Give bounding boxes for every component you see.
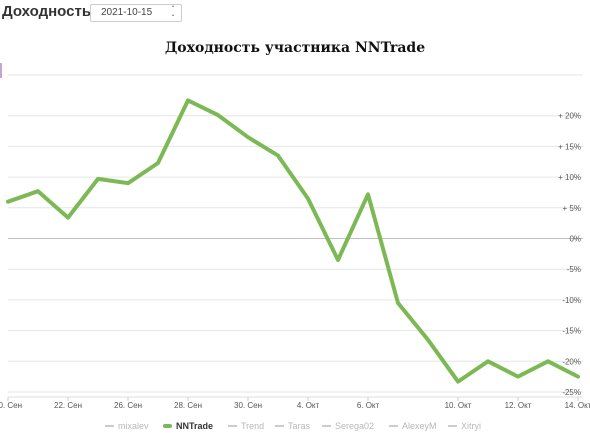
y-tick-label: + 15% — [558, 142, 581, 151]
stepper-down-icon[interactable]: ⌄ — [170, 12, 176, 18]
y-tick-label: + 10% — [558, 173, 581, 182]
y-tick-label: + 20% — [558, 112, 581, 121]
series-line-nntrade — [6, 98, 580, 384]
date-stepper[interactable]: ⌃ ⌄ — [170, 6, 176, 20]
date-value: 2021-10-15 — [101, 7, 153, 18]
legend-item-taras[interactable]: Taras — [275, 420, 310, 432]
legend-label: mixalev — [118, 421, 149, 431]
x-tick-label: 28. Сен — [174, 401, 202, 410]
x-tick-label: 30. Сен — [234, 401, 262, 410]
line-chart: + 20% + 15% + 10% + 5% 0% -5% -10% -15% -20% -25%… — [0, 74, 590, 410]
legend-item-mixalev[interactable]: mixalev — [105, 420, 149, 432]
legend-label: Serega02 — [335, 421, 375, 431]
y-tick-label: -15% — [562, 327, 581, 336]
legend-label: Trend — [241, 421, 265, 431]
legend-item-trend[interactable]: Trend — [228, 420, 264, 432]
legend-item-serega02[interactable]: Serega02 — [322, 420, 374, 432]
y-tick-label: -20% — [562, 357, 581, 366]
x-tick-label: 14. Окт — [565, 401, 590, 410]
legend-swatch — [448, 425, 457, 427]
date-picker-input[interactable]: 2021-10-15 ⌃ ⌄ — [90, 4, 182, 22]
legend-swatch — [228, 425, 237, 427]
x-tick-label: 20. Сен — [0, 401, 22, 410]
legend-swatch — [105, 425, 114, 427]
legend-label: NNTrade — [176, 421, 214, 431]
x-tick-label: 26. Сен — [114, 401, 142, 410]
y-tick-label: + 5% — [563, 204, 581, 213]
stepper-up-icon[interactable]: ⌃ — [170, 6, 176, 12]
page-header: Доходность 2021-10-15 ⌃ ⌄ — [0, 0, 590, 28]
legend-item-alexeym[interactable]: AlexeyM — [389, 420, 437, 432]
legend-item-xitryi[interactable]: Xitryi — [448, 420, 481, 432]
legend-label: Taras — [288, 421, 311, 431]
x-tick-label: 12. Окт — [505, 401, 532, 410]
x-tick-label: 6. Окт — [357, 401, 380, 410]
legend-swatch — [389, 425, 398, 427]
x-tick-label: 22. Сен — [54, 401, 82, 410]
legend-label: Xitryi — [461, 421, 481, 431]
y-tick-label: -25% — [562, 388, 581, 397]
legend-label: AlexeyM — [402, 421, 437, 431]
chart-legend: mixalev NNTrade Trend Taras Serega02 AlexeyM X… — [0, 420, 590, 433]
x-tick-label: 10. Окт — [445, 401, 472, 410]
y-tick-label: 0% — [569, 235, 581, 244]
legend-item-nntrade[interactable]: NNTrade — [163, 420, 213, 432]
y-tick-label: -10% — [562, 296, 581, 305]
y-tick-label: -5% — [567, 265, 581, 274]
chart-title: Доходность участника NNTrade — [164, 40, 426, 56]
left-edge-marker — [0, 63, 2, 78]
legend-swatch — [322, 425, 331, 427]
legend-swatch — [275, 425, 284, 427]
page-title: Доходность — [2, 3, 92, 20]
legend-swatch — [163, 424, 172, 428]
x-tick-label: 4. Окт — [297, 401, 320, 410]
